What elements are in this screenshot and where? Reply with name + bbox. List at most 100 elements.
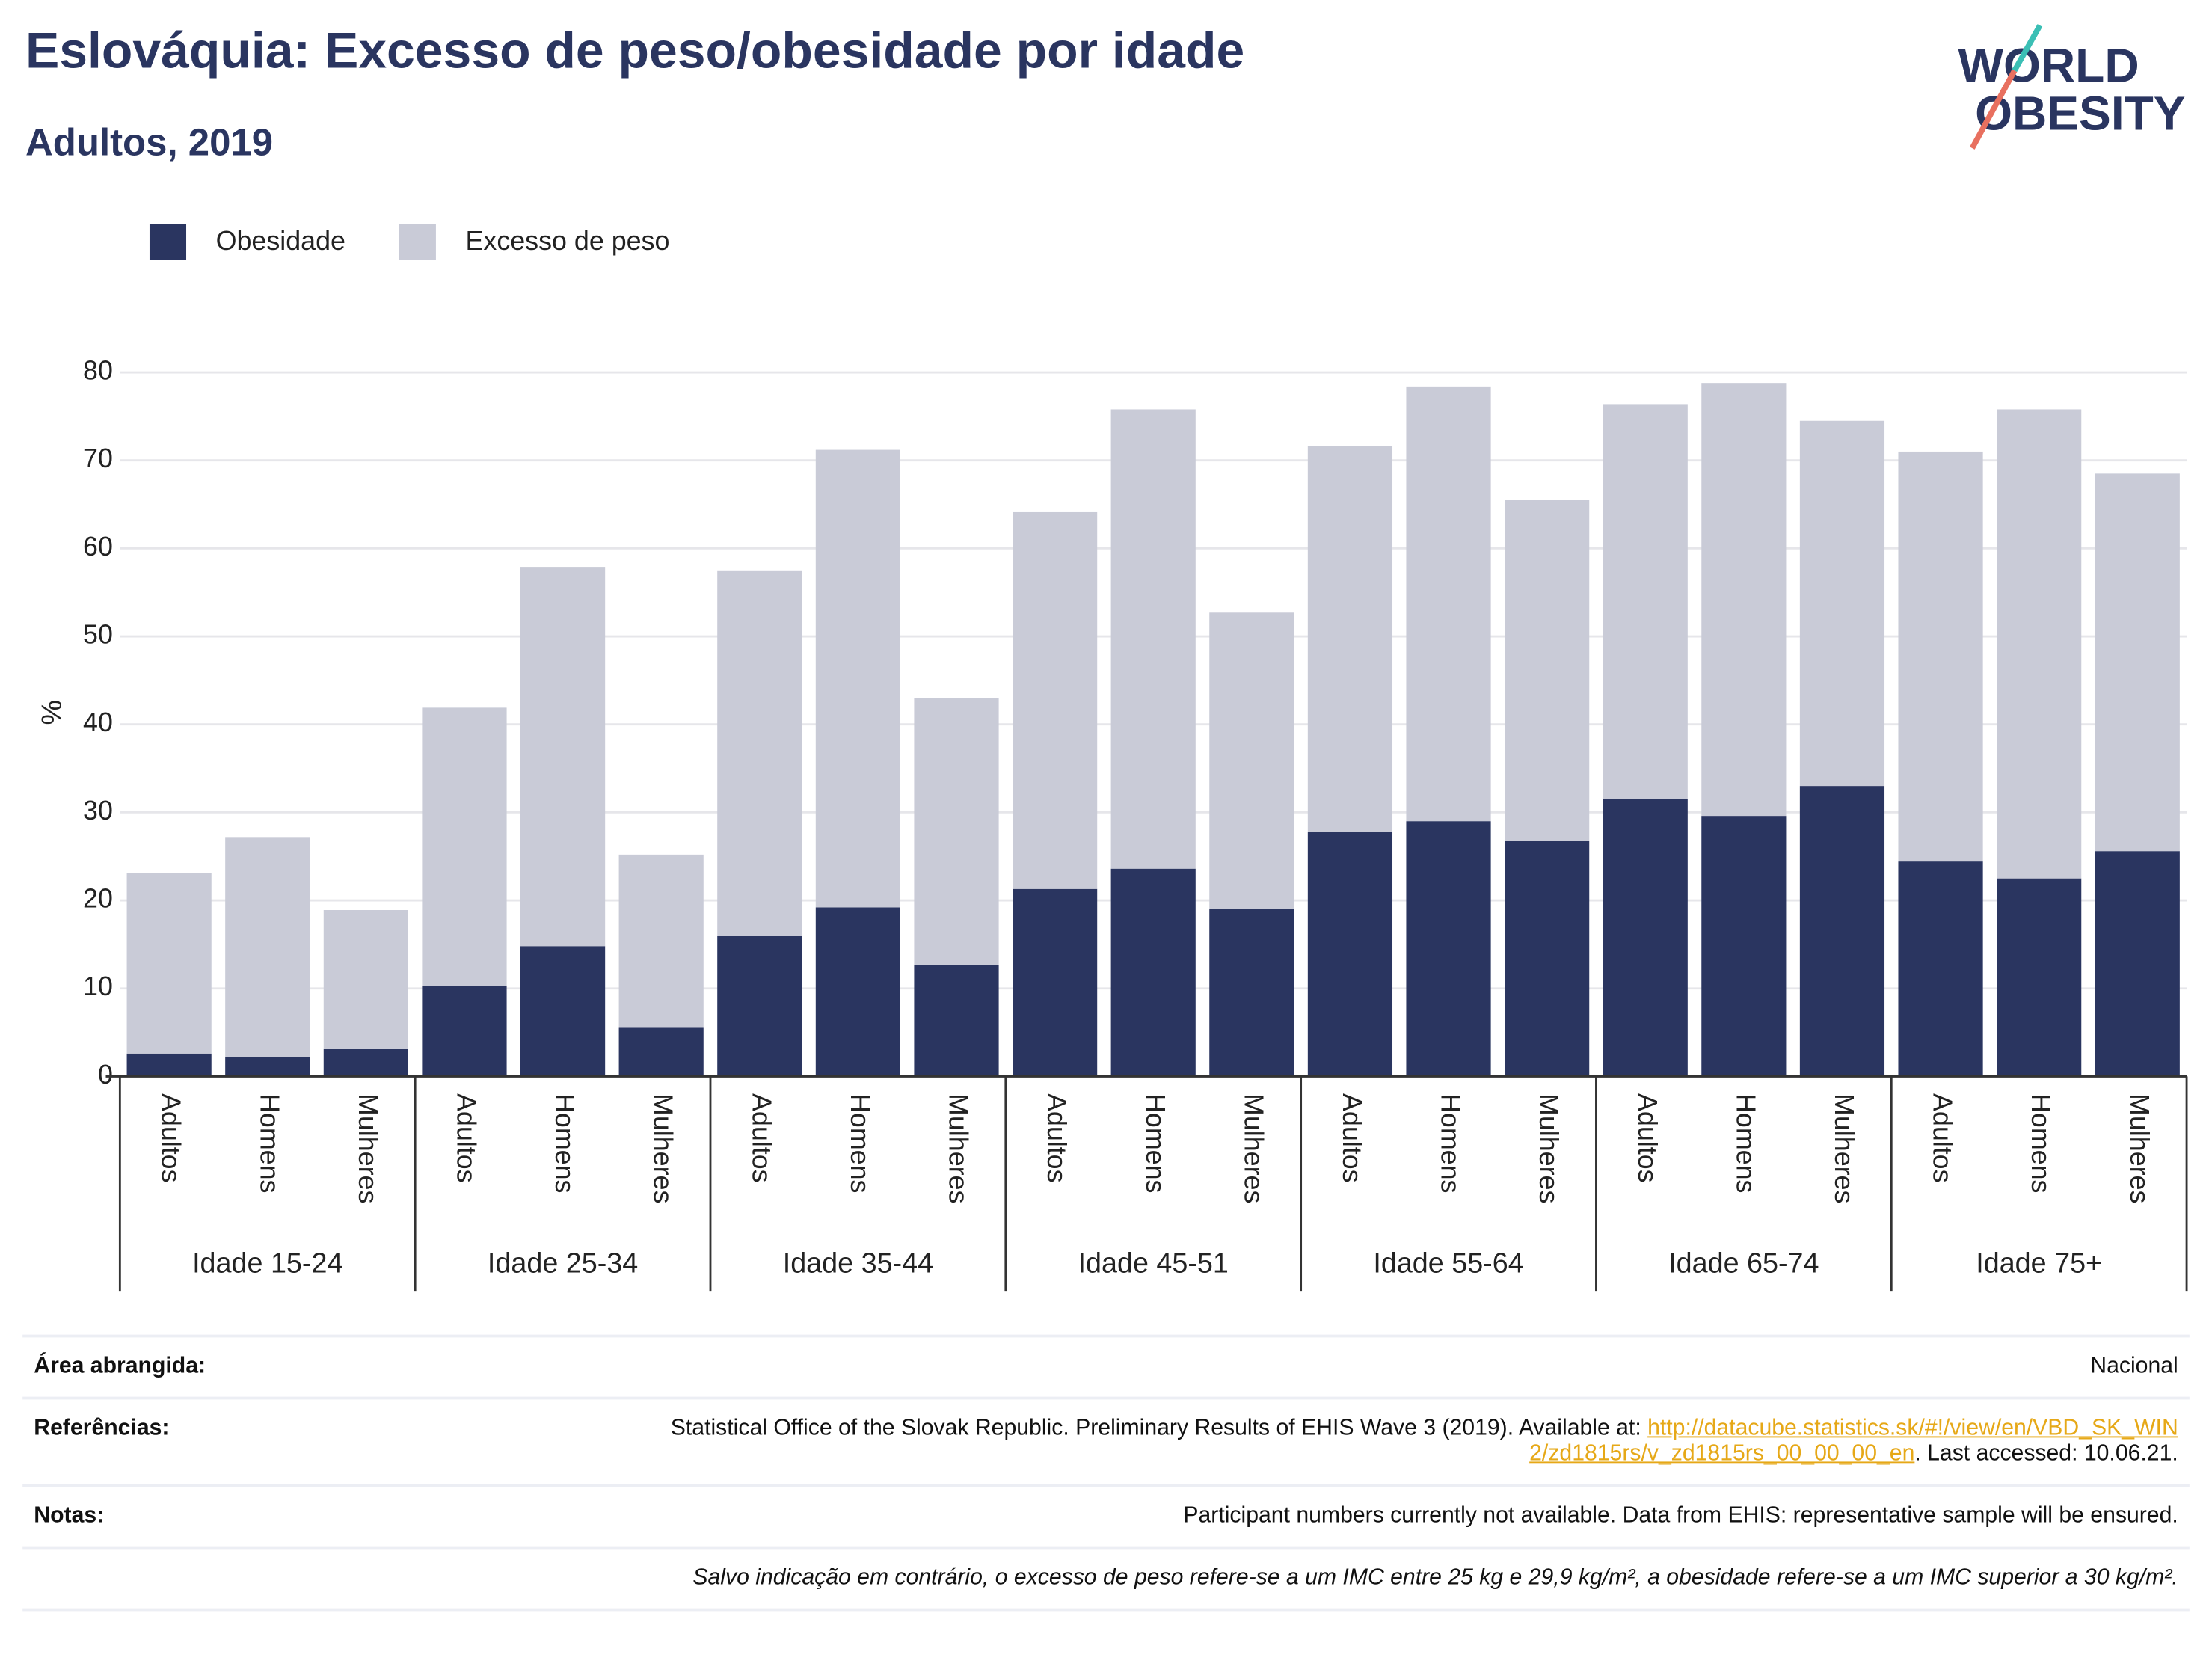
logo-text: WORLD <box>1958 38 2139 92</box>
footer-row: Área abrangida: Nacional <box>22 1334 2190 1397</box>
logo-slash <box>2012 24 2043 73</box>
footer-text: Participant numbers currently not availa… <box>1183 1504 2178 1529</box>
bar-segment <box>815 907 900 1077</box>
logo-slash <box>1970 69 2018 150</box>
x-tick-label: Mulheres <box>1829 1093 1859 1203</box>
x-tick-label: Homens <box>254 1093 284 1193</box>
y-tick-label: 80 <box>83 356 113 386</box>
bar-segment <box>2095 473 2180 852</box>
bar-segment <box>1997 409 2082 879</box>
footer: Área abrangida: Nacional Referências: Stati… <box>22 1334 2190 1612</box>
footer-text-part: Statistical Office of the Slovak Republi… <box>670 1416 1648 1441</box>
x-tick-label: Homens <box>1730 1093 1760 1193</box>
bar-segment <box>1898 861 1983 1077</box>
x-tick-label: Adultos <box>1337 1093 1367 1183</box>
chart: Eslováquia: Excesso de peso/obesidade po… <box>25 23 2188 1292</box>
bar-segment <box>1209 612 1294 909</box>
x-tick-label: Homens <box>550 1093 580 1193</box>
y-tick-label: 30 <box>83 796 113 826</box>
x-tick-label: Homens <box>1436 1093 1466 1193</box>
bar-segment <box>1701 816 1787 1077</box>
bar-segment <box>323 910 408 1049</box>
x-tick-label: Adultos <box>1928 1093 1958 1183</box>
y-tick-label: 10 <box>83 971 113 1001</box>
y-tick-label: 70 <box>83 443 113 473</box>
x-tick-label: Adultos <box>452 1093 482 1183</box>
group-label: Idade 55-64 <box>1373 1247 1523 1279</box>
legend-swatch <box>399 224 436 260</box>
bar-segment <box>717 936 802 1077</box>
chart-subtitle: Adultos, 2019 <box>25 121 273 164</box>
bar-segment <box>1307 446 1393 832</box>
x-tick-label: Adultos <box>746 1093 776 1183</box>
bar-segment <box>618 1027 704 1077</box>
bar-segment <box>225 1057 310 1077</box>
bar-segment <box>520 567 606 947</box>
group-label: Idade 15-24 <box>192 1247 342 1279</box>
group-label: Idade 45-51 <box>1078 1247 1229 1279</box>
bar-segment <box>1307 832 1393 1077</box>
x-tick-label: Mulheres <box>944 1093 974 1203</box>
x-tick-label: Homens <box>1140 1093 1170 1193</box>
bar-segment <box>422 986 507 1077</box>
x-tick-label: Mulheres <box>648 1093 678 1203</box>
bar-segment <box>2095 851 2180 1077</box>
bar-segment <box>1603 404 1688 799</box>
group-label: Idade 65-74 <box>1668 1247 1819 1279</box>
bar-segment <box>323 1048 408 1077</box>
footer-text: Statistical Office of the Slovak Republi… <box>669 1416 2178 1467</box>
chart-title: Eslováquia: Excesso de peso/obesidade po… <box>25 23 1244 79</box>
x-tick-label: Adultos <box>1042 1093 1072 1183</box>
x-tick-label: Adultos <box>156 1093 186 1183</box>
bar-segment <box>1898 451 1983 862</box>
bar-segment <box>1799 786 1885 1077</box>
bar-segment <box>1406 821 1491 1077</box>
bar-segment <box>1209 909 1294 1077</box>
bar-segment <box>1505 841 1590 1077</box>
bar-segment <box>520 946 606 1077</box>
y-tick-label: 20 <box>83 884 113 914</box>
bar-segment <box>1406 386 1491 822</box>
footer-label: Notas: <box>34 1504 105 1529</box>
bar-segment <box>225 837 310 1057</box>
footer-text-part: . Last accessed: 10.06.21. <box>1914 1442 2178 1467</box>
logo-text: OBESITY <box>1975 87 2186 141</box>
footer-row: Notas: Participant numbers currently not … <box>22 1484 2190 1547</box>
reference-link[interactable]: http://datacube.statistics.sk/#!/view/en… <box>1529 1416 2178 1467</box>
footer-label: Área abrangida: <box>34 1354 206 1379</box>
bar-segment <box>1110 868 1196 1077</box>
bar-segment <box>1701 383 1787 817</box>
footer-label: Referências: <box>34 1416 170 1441</box>
footer-text-part: Participant numbers currently not availa… <box>1183 1504 2178 1529</box>
x-tick-label: Mulheres <box>1238 1093 1268 1203</box>
x-tick-label: Homens <box>2026 1093 2056 1193</box>
group-label: Idade 35-44 <box>783 1247 933 1279</box>
group-label: Idade 75+ <box>1976 1247 2102 1279</box>
bar-segment <box>1799 420 1885 787</box>
x-tick-label: Mulheres <box>1534 1093 1564 1203</box>
footer-text: Nacional <box>2090 1354 2178 1380</box>
bar-segment <box>914 698 999 965</box>
footer-row: Referências: Statistical Office of the Sl… <box>22 1396 2190 1484</box>
x-tick-label: Mulheres <box>2125 1093 2154 1203</box>
legend-swatch <box>149 224 187 260</box>
bar-segment <box>1013 888 1098 1077</box>
y-tick-label: 40 <box>83 707 113 737</box>
bar-segment <box>126 1053 212 1077</box>
bar-segment <box>618 854 704 1028</box>
x-tick-label: Adultos <box>1632 1093 1662 1183</box>
legend-label: Excesso de peso <box>466 226 670 256</box>
bar-segment <box>914 964 999 1077</box>
bar-segment <box>815 449 900 908</box>
x-tick-label: Homens <box>845 1093 875 1193</box>
bar-segment <box>1505 500 1590 841</box>
bar-segment <box>1110 409 1196 869</box>
y-tick-label: 50 <box>83 620 113 650</box>
bar-segment <box>126 873 212 1054</box>
bar-segment <box>1603 799 1688 1077</box>
group-label: Idade 25-34 <box>488 1247 638 1279</box>
footer-text-part: Nacional <box>2090 1354 2178 1379</box>
footer-note: Salvo indicação em contrário, o excesso … <box>692 1566 2178 1591</box>
